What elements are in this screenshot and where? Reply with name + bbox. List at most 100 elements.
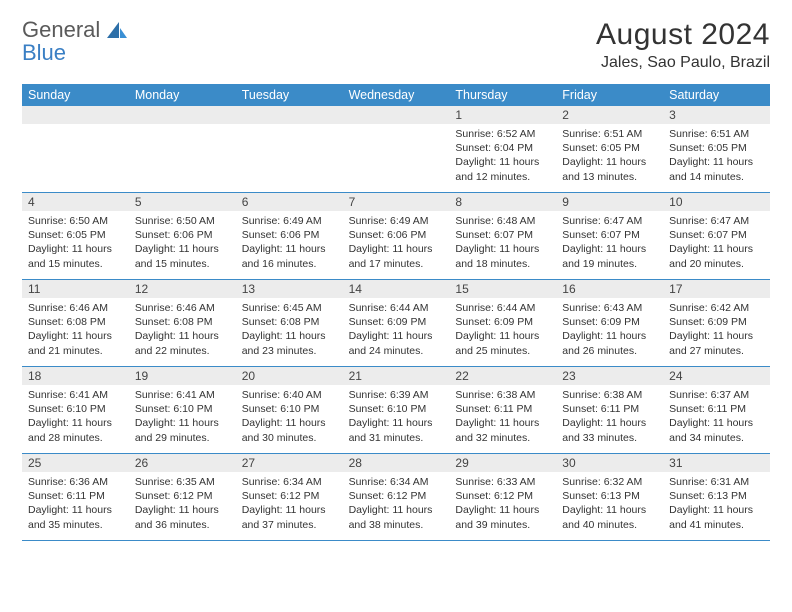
sunrise-text: Sunrise: 6:41 AM (28, 388, 123, 402)
sunrise-text: Sunrise: 6:42 AM (669, 301, 764, 315)
day-details: Sunrise: 6:46 AMSunset: 6:08 PMDaylight:… (129, 298, 236, 362)
day-number: 10 (663, 193, 770, 211)
logo-line2: Blue (22, 40, 66, 65)
day-details: Sunrise: 6:42 AMSunset: 6:09 PMDaylight:… (663, 298, 770, 362)
daylight-text: Daylight: 11 hours and 41 minutes. (669, 503, 764, 531)
sunset-text: Sunset: 6:09 PM (455, 315, 550, 329)
day-number: 24 (663, 367, 770, 385)
day-number: 4 (22, 193, 129, 211)
day-details: Sunrise: 6:31 AMSunset: 6:13 PMDaylight:… (663, 472, 770, 536)
sunrise-text: Sunrise: 6:46 AM (135, 301, 230, 315)
day-cell: 28Sunrise: 6:34 AMSunset: 6:12 PMDayligh… (343, 454, 450, 540)
day-details: Sunrise: 6:44 AMSunset: 6:09 PMDaylight:… (449, 298, 556, 362)
daylight-text: Daylight: 11 hours and 38 minutes. (349, 503, 444, 531)
day-details: Sunrise: 6:41 AMSunset: 6:10 PMDaylight:… (22, 385, 129, 449)
location: Jales, Sao Paulo, Brazil (596, 54, 770, 72)
day-cell: 31Sunrise: 6:31 AMSunset: 6:13 PMDayligh… (663, 454, 770, 540)
day-cell: 18Sunrise: 6:41 AMSunset: 6:10 PMDayligh… (22, 367, 129, 453)
sunrise-text: Sunrise: 6:43 AM (562, 301, 657, 315)
day-number: 13 (236, 280, 343, 298)
sunrise-text: Sunrise: 6:45 AM (242, 301, 337, 315)
sunrise-text: Sunrise: 6:31 AM (669, 475, 764, 489)
daylight-text: Daylight: 11 hours and 32 minutes. (455, 416, 550, 444)
sunrise-text: Sunrise: 6:51 AM (562, 127, 657, 141)
day-cell (22, 106, 129, 192)
day-cell: 26Sunrise: 6:35 AMSunset: 6:12 PMDayligh… (129, 454, 236, 540)
daylight-text: Daylight: 11 hours and 21 minutes. (28, 329, 123, 357)
day-cell: 12Sunrise: 6:46 AMSunset: 6:08 PMDayligh… (129, 280, 236, 366)
day-cell: 10Sunrise: 6:47 AMSunset: 6:07 PMDayligh… (663, 193, 770, 279)
day-details: Sunrise: 6:35 AMSunset: 6:12 PMDaylight:… (129, 472, 236, 536)
daylight-text: Daylight: 11 hours and 30 minutes. (242, 416, 337, 444)
day-details: Sunrise: 6:44 AMSunset: 6:09 PMDaylight:… (343, 298, 450, 362)
sunset-text: Sunset: 6:10 PM (135, 402, 230, 416)
day-details: Sunrise: 6:34 AMSunset: 6:12 PMDaylight:… (236, 472, 343, 536)
day-number (343, 106, 450, 124)
day-number: 9 (556, 193, 663, 211)
sunrise-text: Sunrise: 6:50 AM (28, 214, 123, 228)
daylight-text: Daylight: 11 hours and 27 minutes. (669, 329, 764, 357)
day-cell: 25Sunrise: 6:36 AMSunset: 6:11 PMDayligh… (22, 454, 129, 540)
daylight-text: Daylight: 11 hours and 28 minutes. (28, 416, 123, 444)
sunrise-text: Sunrise: 6:51 AM (669, 127, 764, 141)
daylight-text: Daylight: 11 hours and 19 minutes. (562, 242, 657, 270)
day-number: 14 (343, 280, 450, 298)
daylight-text: Daylight: 11 hours and 39 minutes. (455, 503, 550, 531)
daylight-text: Daylight: 11 hours and 26 minutes. (562, 329, 657, 357)
sunset-text: Sunset: 6:04 PM (455, 141, 550, 155)
daylight-text: Daylight: 11 hours and 16 minutes. (242, 242, 337, 270)
day-cell: 30Sunrise: 6:32 AMSunset: 6:13 PMDayligh… (556, 454, 663, 540)
day-details: Sunrise: 6:41 AMSunset: 6:10 PMDaylight:… (129, 385, 236, 449)
weekday-header: Monday (129, 84, 236, 106)
daylight-text: Daylight: 11 hours and 31 minutes. (349, 416, 444, 444)
day-cell: 27Sunrise: 6:34 AMSunset: 6:12 PMDayligh… (236, 454, 343, 540)
day-cell: 1Sunrise: 6:52 AMSunset: 6:04 PMDaylight… (449, 106, 556, 192)
daylight-text: Daylight: 11 hours and 13 minutes. (562, 155, 657, 183)
weeks-container: 1Sunrise: 6:52 AMSunset: 6:04 PMDaylight… (22, 106, 770, 541)
logo-text: General Blue (22, 18, 100, 64)
day-details: Sunrise: 6:51 AMSunset: 6:05 PMDaylight:… (556, 124, 663, 188)
day-number: 30 (556, 454, 663, 472)
sunrise-text: Sunrise: 6:38 AM (455, 388, 550, 402)
daylight-text: Daylight: 11 hours and 14 minutes. (669, 155, 764, 183)
day-cell: 17Sunrise: 6:42 AMSunset: 6:09 PMDayligh… (663, 280, 770, 366)
day-number: 19 (129, 367, 236, 385)
daylight-text: Daylight: 11 hours and 40 minutes. (562, 503, 657, 531)
sunset-text: Sunset: 6:06 PM (135, 228, 230, 242)
daylight-text: Daylight: 11 hours and 15 minutes. (28, 242, 123, 270)
sunrise-text: Sunrise: 6:47 AM (669, 214, 764, 228)
sunrise-text: Sunrise: 6:38 AM (562, 388, 657, 402)
day-details: Sunrise: 6:46 AMSunset: 6:08 PMDaylight:… (22, 298, 129, 362)
sunrise-text: Sunrise: 6:49 AM (349, 214, 444, 228)
sunset-text: Sunset: 6:12 PM (242, 489, 337, 503)
sunset-text: Sunset: 6:09 PM (562, 315, 657, 329)
day-cell: 13Sunrise: 6:45 AMSunset: 6:08 PMDayligh… (236, 280, 343, 366)
day-number: 3 (663, 106, 770, 124)
day-details: Sunrise: 6:51 AMSunset: 6:05 PMDaylight:… (663, 124, 770, 188)
day-details: Sunrise: 6:40 AMSunset: 6:10 PMDaylight:… (236, 385, 343, 449)
day-number: 2 (556, 106, 663, 124)
day-cell: 6Sunrise: 6:49 AMSunset: 6:06 PMDaylight… (236, 193, 343, 279)
day-cell: 4Sunrise: 6:50 AMSunset: 6:05 PMDaylight… (22, 193, 129, 279)
day-details: Sunrise: 6:52 AMSunset: 6:04 PMDaylight:… (449, 124, 556, 188)
weekday-header: Saturday (663, 84, 770, 106)
sunrise-text: Sunrise: 6:39 AM (349, 388, 444, 402)
weekday-header: Sunday (22, 84, 129, 106)
day-cell: 7Sunrise: 6:49 AMSunset: 6:06 PMDaylight… (343, 193, 450, 279)
sunset-text: Sunset: 6:08 PM (135, 315, 230, 329)
week-row: 1Sunrise: 6:52 AMSunset: 6:04 PMDaylight… (22, 106, 770, 193)
day-number: 8 (449, 193, 556, 211)
sunset-text: Sunset: 6:07 PM (562, 228, 657, 242)
day-cell: 2Sunrise: 6:51 AMSunset: 6:05 PMDaylight… (556, 106, 663, 192)
day-number: 26 (129, 454, 236, 472)
day-details: Sunrise: 6:33 AMSunset: 6:12 PMDaylight:… (449, 472, 556, 536)
daylight-text: Daylight: 11 hours and 12 minutes. (455, 155, 550, 183)
day-details: Sunrise: 6:48 AMSunset: 6:07 PMDaylight:… (449, 211, 556, 275)
day-cell: 15Sunrise: 6:44 AMSunset: 6:09 PMDayligh… (449, 280, 556, 366)
day-number: 28 (343, 454, 450, 472)
weekday-header: Wednesday (343, 84, 450, 106)
day-number: 29 (449, 454, 556, 472)
day-cell: 21Sunrise: 6:39 AMSunset: 6:10 PMDayligh… (343, 367, 450, 453)
sunset-text: Sunset: 6:07 PM (669, 228, 764, 242)
sunset-text: Sunset: 6:12 PM (455, 489, 550, 503)
